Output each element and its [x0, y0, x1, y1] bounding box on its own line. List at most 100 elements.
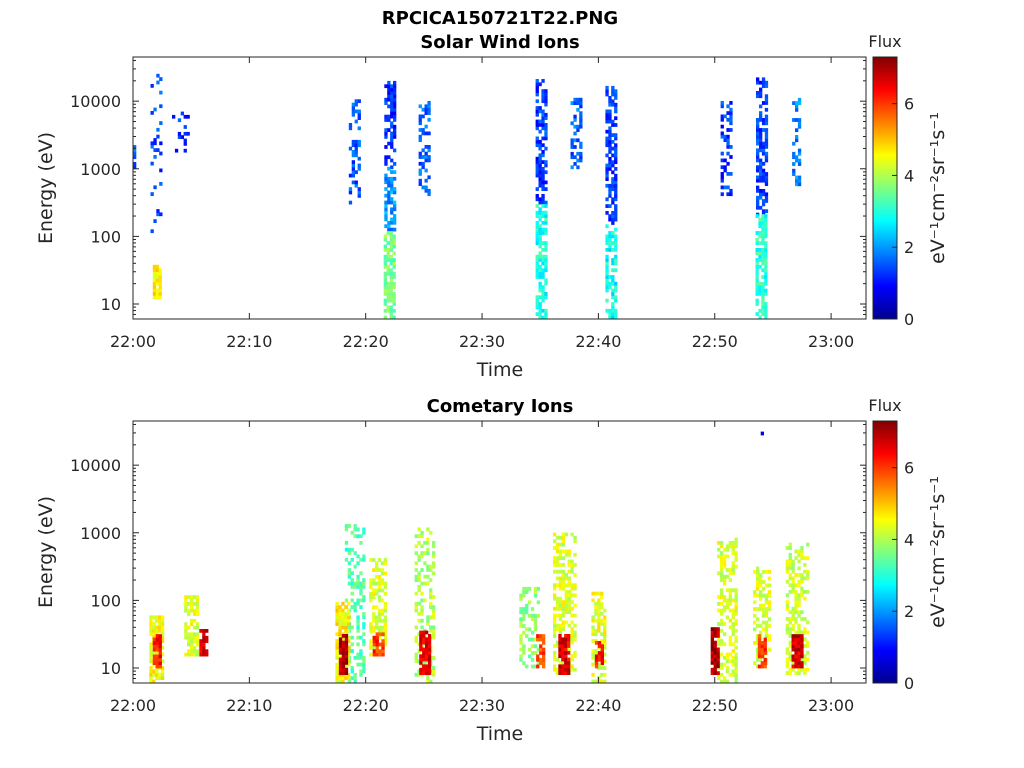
flux-cell	[418, 178, 422, 183]
flux-cell	[725, 547, 730, 552]
flux-cell	[390, 176, 394, 181]
flux-cell	[553, 657, 557, 662]
flux-cell	[570, 613, 574, 618]
flux-cell	[538, 315, 542, 320]
flux-cell	[390, 183, 394, 188]
flux-cell	[608, 204, 612, 208]
flux-cell	[597, 641, 602, 645]
flux-cell	[567, 569, 571, 574]
flux-cell	[541, 180, 545, 185]
heatmap-area	[133, 73, 802, 320]
flux-cell	[722, 595, 727, 599]
flux-cell	[386, 285, 390, 289]
flux-cell	[199, 642, 203, 647]
flux-cell	[785, 647, 790, 652]
flux-cell	[756, 566, 760, 571]
flux-cell	[753, 570, 757, 574]
flux-cell	[369, 639, 373, 643]
flux-cell	[803, 617, 807, 621]
flux-cell	[726, 111, 730, 115]
flux-cell	[538, 275, 542, 279]
flux-cell	[759, 573, 763, 578]
flux-cell	[389, 231, 393, 235]
flux-cell	[611, 180, 615, 185]
flux-cell	[761, 214, 765, 218]
flux-cell	[348, 123, 353, 127]
flux-cell	[803, 657, 807, 662]
flux-cell	[393, 94, 397, 99]
flux-cell	[806, 542, 810, 547]
flux-cell	[558, 596, 563, 601]
flux-cell	[152, 281, 157, 286]
flux-cell	[725, 615, 730, 620]
flux-cell	[567, 640, 571, 645]
flux-cell	[158, 291, 162, 296]
flux-cell	[192, 618, 197, 623]
flux-cell	[573, 593, 577, 598]
flux-cell	[356, 642, 360, 647]
flux-cell	[797, 671, 801, 675]
flux-cell	[570, 151, 574, 156]
flux-cell	[422, 634, 426, 638]
flux-cell	[538, 200, 542, 205]
flux-cell	[710, 647, 715, 652]
flux-cell	[423, 574, 427, 579]
flux-cell	[731, 541, 735, 545]
flux-cell	[535, 234, 539, 239]
flux-cell	[605, 85, 609, 90]
flux-cell	[350, 530, 354, 535]
flux-cell	[614, 109, 618, 114]
flux-cell	[389, 244, 393, 249]
flux-cell	[600, 679, 604, 684]
flux-cell	[381, 649, 385, 654]
flux-cell	[414, 568, 418, 572]
flux-cell	[803, 563, 807, 567]
y-tick-label: 10000	[70, 456, 121, 475]
flux-cell	[611, 102, 615, 107]
flux-cell	[538, 207, 542, 212]
flux-cell	[375, 564, 379, 569]
flux-cell	[375, 591, 379, 596]
flux-cell	[608, 217, 612, 222]
flux-cell	[369, 558, 373, 562]
flux-cell	[729, 155, 733, 159]
flux-cell	[792, 155, 796, 160]
flux-cell	[393, 101, 397, 105]
flux-cell	[797, 613, 801, 618]
flux-cell	[536, 637, 540, 642]
flux-cell	[764, 288, 768, 293]
flux-cell	[347, 662, 351, 667]
flux-cell	[800, 641, 804, 645]
flux-cell	[535, 92, 539, 97]
flux-cell	[558, 569, 563, 574]
flux-cell	[380, 618, 385, 623]
flux-cell	[341, 601, 345, 606]
flux-cell	[538, 264, 542, 269]
flux-cell	[538, 183, 542, 188]
flux-cell	[393, 128, 397, 132]
flux-cell	[159, 168, 163, 173]
flux-cell	[611, 231, 615, 235]
flux-cell	[387, 197, 391, 201]
flux-cell	[160, 632, 165, 637]
flux-cell	[356, 554, 360, 559]
flux-cell	[797, 603, 801, 608]
flux-cell	[535, 85, 539, 90]
flux-cell	[558, 664, 562, 669]
flux-cell	[797, 118, 802, 122]
flux-cell	[344, 667, 349, 672]
flux-cell	[558, 556, 563, 560]
flux-cell	[383, 618, 388, 623]
flux-cell	[535, 106, 539, 110]
flux-cell	[350, 635, 354, 640]
flux-cell	[359, 635, 363, 640]
flux-cell	[734, 666, 738, 670]
flux-cell	[541, 96, 545, 100]
flux-cell	[362, 612, 366, 616]
flux-cell	[561, 671, 565, 675]
flux-cell	[603, 672, 607, 677]
flux-cell	[605, 163, 609, 168]
flux-cell	[761, 237, 765, 242]
flux-cell	[761, 234, 765, 239]
flux-cell	[806, 650, 810, 655]
